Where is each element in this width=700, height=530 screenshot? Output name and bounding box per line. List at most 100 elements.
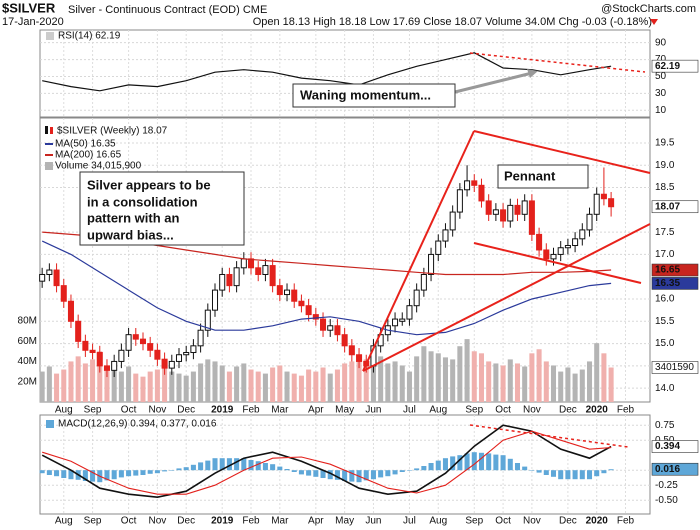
histogram-bar [306, 470, 312, 476]
x-tick-label: Sep [84, 405, 102, 416]
x-tick-label: Feb [242, 405, 260, 416]
y-tick-label: 10 [655, 105, 667, 116]
volume-bar [313, 371, 319, 402]
ma50-legend: MA(50) 16.35 [55, 139, 116, 150]
x-tick-label: Oct [495, 405, 511, 416]
legend-icon [46, 32, 54, 40]
volume-bar [464, 339, 470, 402]
value-box-label: 62.19 [655, 61, 680, 72]
volume-bar [392, 361, 398, 402]
histogram-bar [219, 458, 225, 471]
x-tick-label: Apr [308, 516, 324, 527]
candle-body [204, 309, 211, 331]
x-tick-label: 2020 [586, 516, 609, 527]
x-tick-label: 2019 [211, 405, 234, 416]
y-tick-label: 15.0 [655, 338, 675, 349]
histogram-bar [457, 455, 463, 471]
candle-body [579, 229, 586, 240]
candle-body [320, 318, 327, 331]
rsi-trendline [469, 52, 646, 73]
candle-body [348, 345, 355, 356]
volume-bar [356, 355, 362, 402]
value-box-label: 3401590 [655, 362, 694, 373]
histogram-bar [162, 470, 168, 472]
x-tick-label: Oct [121, 405, 137, 416]
candle-body [514, 204, 521, 215]
volume-bar [255, 371, 261, 402]
histogram-bar [522, 466, 528, 471]
candle-body [478, 184, 485, 202]
volume-bar [68, 361, 74, 402]
legend-icon [50, 127, 53, 134]
volume-bar [327, 373, 333, 402]
x-tick-label: Nov [523, 516, 541, 527]
histogram-bar [399, 470, 405, 472]
candle-body [240, 258, 247, 269]
y-tick-label: 19.0 [655, 160, 675, 171]
candle-body [608, 198, 615, 208]
histogram-bar [277, 466, 283, 471]
down-arrow-icon [650, 19, 658, 25]
volume-bar [558, 371, 564, 402]
volume-bar [270, 367, 276, 402]
candle-body [276, 285, 283, 296]
y-tick-label: -0.25 [655, 480, 678, 491]
histogram-bar [493, 454, 499, 471]
histogram-bar [133, 470, 139, 476]
y-tick-label: 17.0 [655, 249, 675, 260]
histogram-bar [82, 470, 88, 481]
volume-bar [306, 369, 312, 402]
histogram-bar [154, 470, 160, 474]
x-tick-label: Feb [617, 405, 635, 416]
histogram-bar [205, 460, 211, 471]
volume-bar [572, 373, 578, 402]
histogram-bar [284, 469, 290, 471]
candle-body [190, 345, 197, 354]
candle-body [103, 365, 110, 371]
volume-tick-label: 40M [18, 356, 37, 367]
candle-body [219, 273, 226, 291]
volume-bar [457, 346, 463, 402]
candle-body [464, 180, 471, 191]
trendline [473, 242, 642, 284]
volume-bar [241, 363, 247, 402]
histogram-bar [363, 470, 369, 481]
candle-body [82, 340, 89, 351]
candle-body [233, 267, 240, 287]
volume-bar [601, 353, 607, 402]
date: 17-Jan-2020 [2, 16, 64, 28]
histogram-bar [234, 458, 240, 471]
watermark: @StockCharts.com [601, 3, 696, 15]
x-tick-label: May [335, 516, 354, 527]
volume-bar [212, 361, 218, 402]
candle-body [161, 358, 168, 369]
volume-bar [54, 373, 60, 402]
volume-bar [262, 373, 268, 402]
candle-body [139, 338, 147, 345]
histogram-bar [39, 470, 45, 474]
ma200-legend: MA(200) 16.65 [55, 150, 122, 161]
x-tick-label: Aug [429, 516, 447, 527]
x-tick-label: Sep [84, 516, 102, 527]
x-tick-label: Dec [177, 516, 195, 527]
volume-bar [385, 363, 391, 402]
candle-body [572, 238, 579, 247]
histogram-bar [183, 467, 189, 471]
histogram-bar [572, 470, 578, 480]
y-tick-label: -0.50 [655, 495, 678, 506]
volume-bar [421, 346, 427, 402]
candle-body [435, 240, 442, 255]
volume-bar [514, 363, 521, 402]
x-tick-label: Feb [242, 516, 260, 527]
candle-body [298, 300, 305, 307]
candle-body [226, 273, 233, 287]
value-box [651, 361, 699, 374]
histogram-bar [226, 458, 232, 471]
candle-body [60, 285, 67, 302]
candle-body [111, 360, 118, 371]
x-tick-label: Aug [55, 405, 73, 416]
x-tick-label: Sep [465, 516, 483, 527]
histogram-bar [320, 470, 326, 478]
histogram-bar [558, 470, 564, 480]
candle-body [291, 289, 298, 302]
